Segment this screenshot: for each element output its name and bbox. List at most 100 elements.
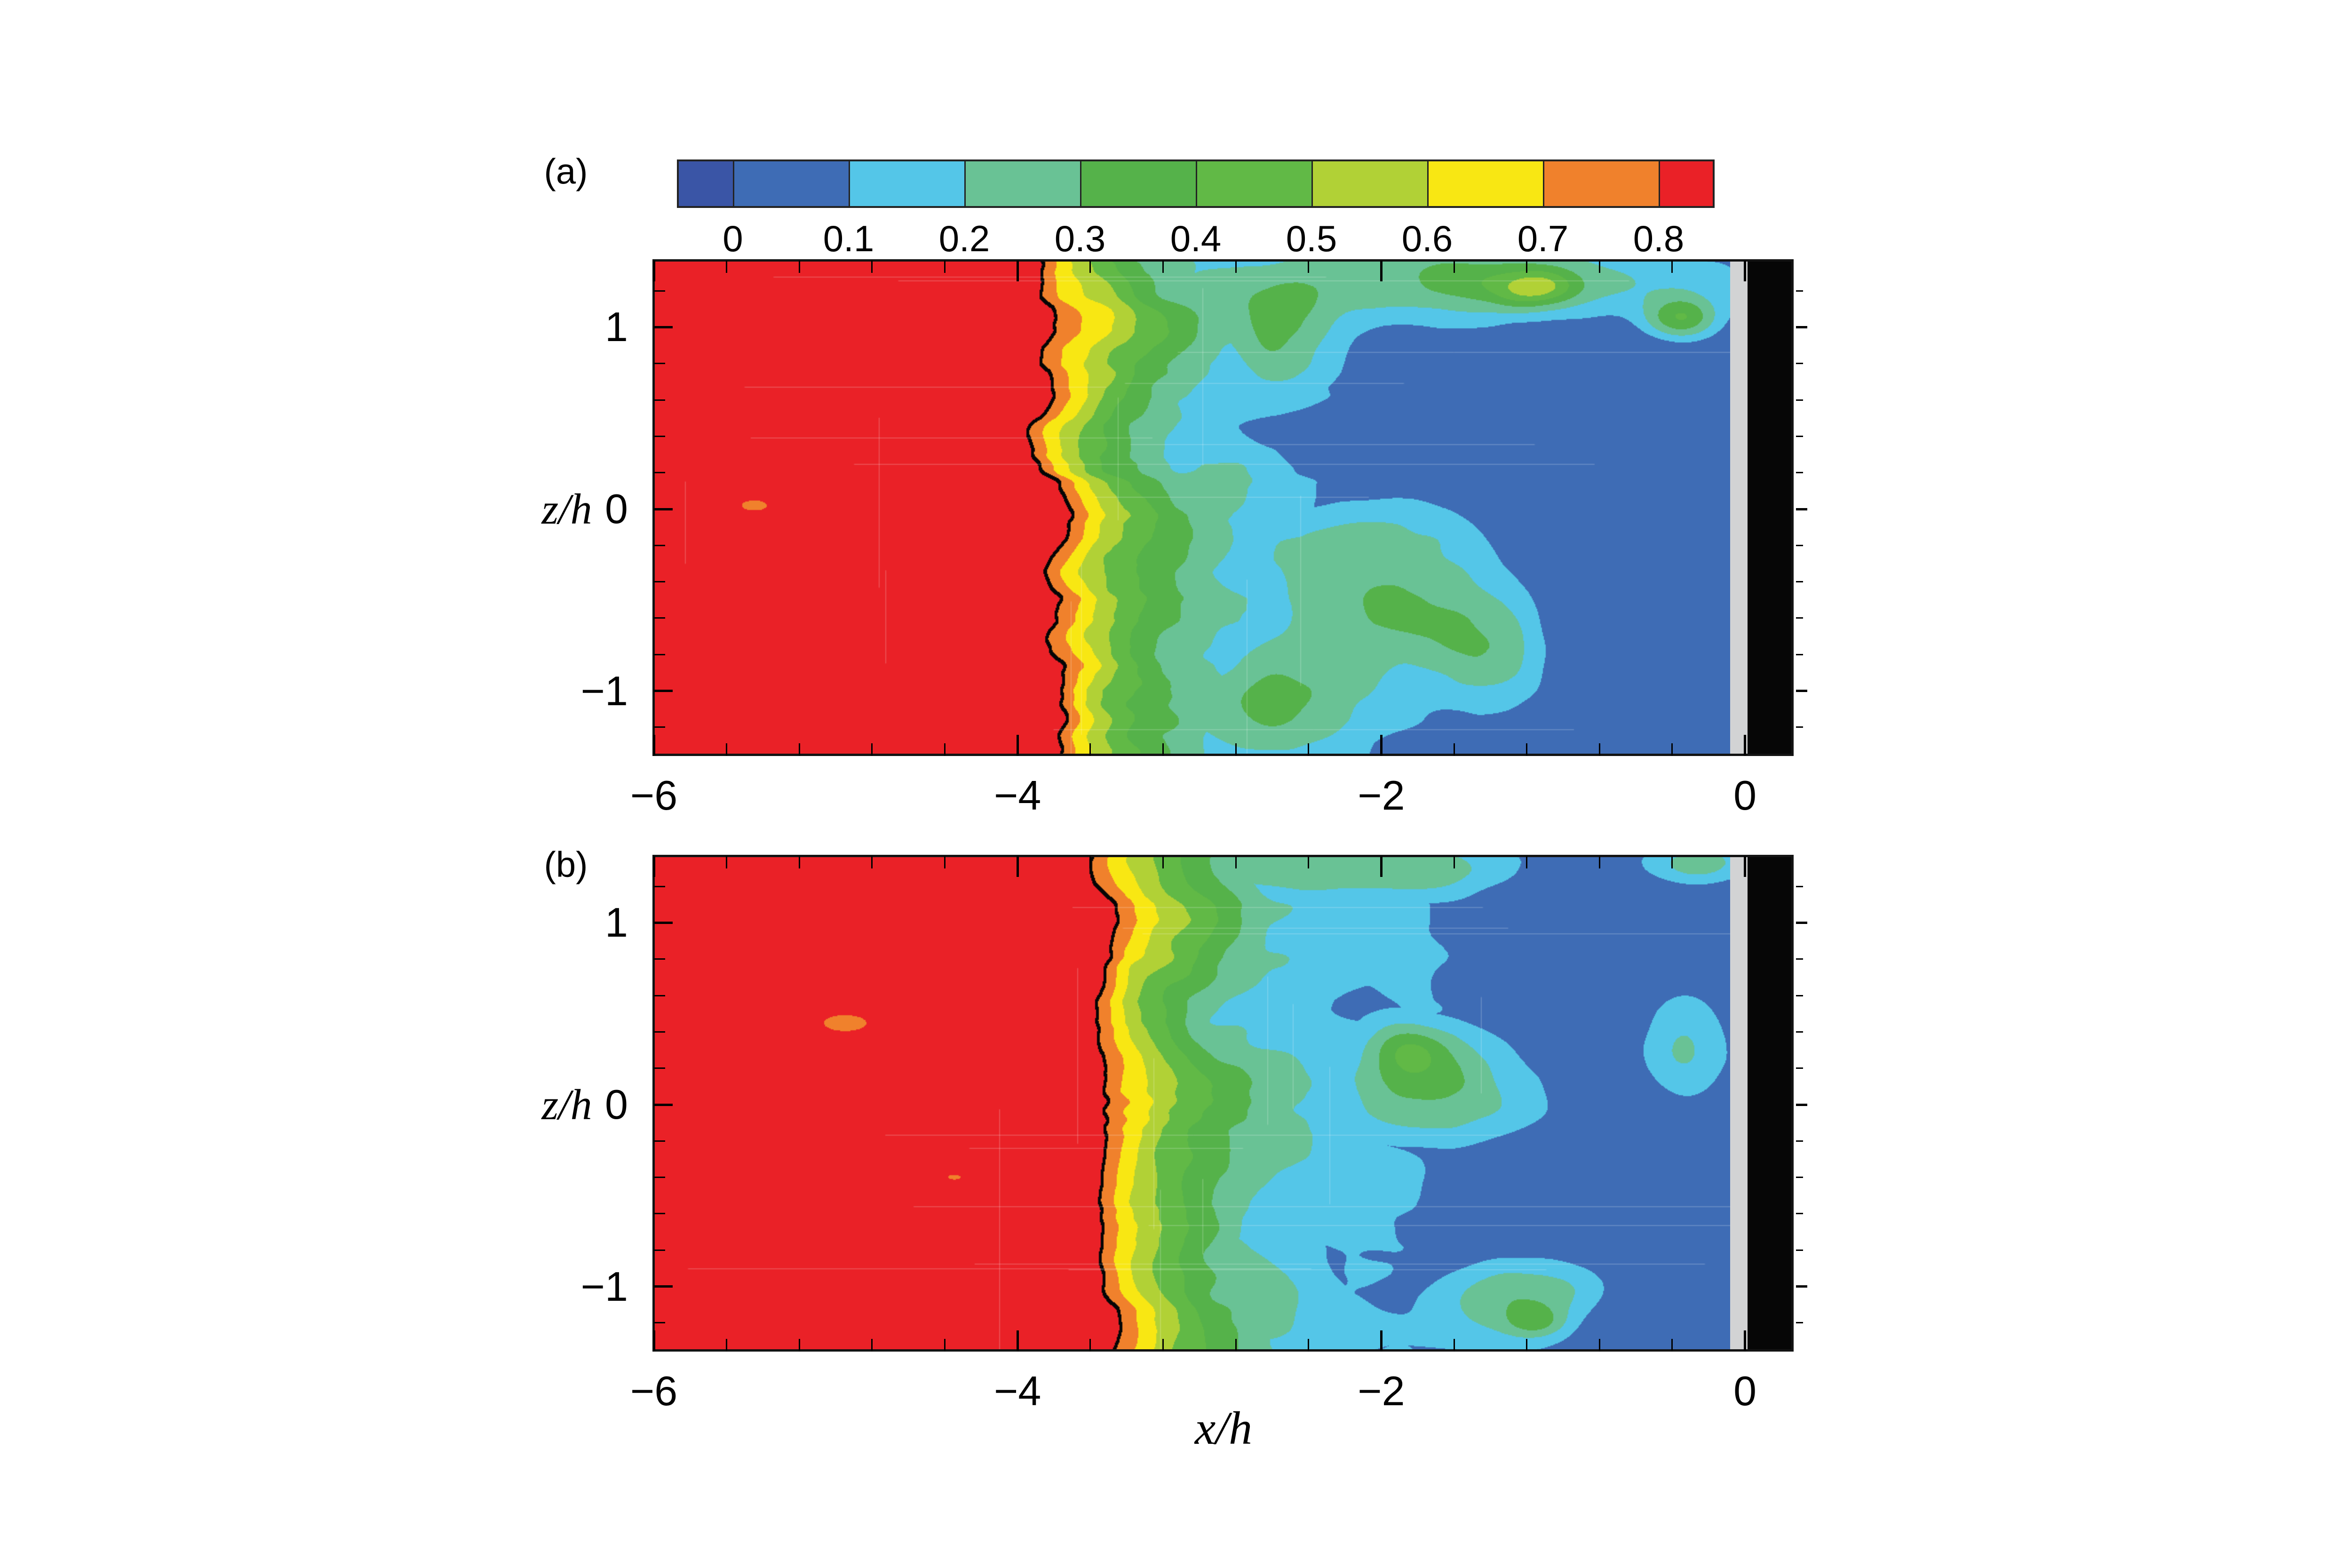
colorbar-cell-2: [849, 161, 964, 206]
x-minor-tick: [1598, 261, 1600, 273]
x-minor-tick: [1089, 1339, 1091, 1351]
x-minor-tick: [1671, 261, 1673, 273]
y-minor-tick: [1796, 885, 1803, 887]
x-minor-tick: [871, 743, 873, 756]
panel-a-label: (a): [544, 151, 588, 192]
x-tick-label: −4: [994, 772, 1041, 819]
x-minor-tick: [798, 261, 800, 273]
panel-a-y-axis-label: z/h: [541, 485, 592, 533]
x-minor-tick: [871, 856, 873, 868]
x-minor-tick: [1453, 856, 1455, 868]
y-minor-tick: [654, 885, 665, 887]
y-minor-tick: [1796, 1031, 1803, 1033]
y-minor-tick: [1796, 1140, 1803, 1142]
colorbar-tick-label: 0.3: [1054, 218, 1106, 259]
panel-b-contour-field: [654, 856, 1730, 1351]
x-minor-tick: [1598, 1339, 1600, 1351]
x-minor-tick: [871, 261, 873, 273]
colorbar-tick-label: 0.1: [823, 218, 874, 259]
x-minor-tick: [1526, 261, 1528, 273]
x-major-tick: [1380, 1330, 1383, 1351]
y-major-tick: [1796, 508, 1807, 510]
x-minor-tick: [1308, 856, 1310, 868]
colorbar-tick-label: 0.5: [1286, 218, 1337, 259]
y-tick-label: 0: [605, 1081, 628, 1128]
y-minor-tick: [654, 1177, 665, 1178]
x-minor-tick: [1453, 261, 1455, 273]
y-minor-tick: [654, 995, 665, 996]
y-minor-tick: [1796, 290, 1803, 292]
colorbar-cell-7: [1427, 161, 1543, 206]
x-major-tick: [1016, 735, 1019, 756]
x-tick-label: −6: [630, 1368, 678, 1414]
x-tick-label: −2: [1358, 1368, 1405, 1414]
y-minor-tick: [654, 653, 665, 655]
panel-a-wall-black-block: [1748, 261, 1793, 756]
y-major-tick: [654, 921, 673, 924]
x-minor-tick: [1235, 1339, 1237, 1351]
y-minor-tick: [654, 581, 665, 583]
y-minor-tick: [1796, 1067, 1803, 1069]
panel-b-plot: z/h −6 −4 −2 0 1 0 −1: [541, 855, 1807, 1414]
colorbar-tick-label: 0: [723, 218, 743, 259]
x-minor-tick: [798, 1339, 800, 1351]
x-major-tick: [1744, 261, 1747, 281]
colorbar-cell-6: [1311, 161, 1427, 206]
x-minor-tick: [1671, 743, 1673, 756]
x-minor-tick: [944, 1339, 946, 1351]
y-minor-tick: [654, 1067, 665, 1069]
colorbar-tick-label: 0.2: [938, 218, 990, 259]
colorbar: [677, 159, 1715, 208]
colorbar-cell-4: [1080, 161, 1196, 206]
y-minor-tick: [1796, 363, 1803, 365]
x-minor-tick: [1162, 261, 1164, 273]
y-tick-label: 1: [605, 303, 628, 350]
panel-a-plot: z/h −6 −4 −2 0 1 0 −1: [541, 259, 1807, 819]
panel-a-wall-gray-strip: [1730, 261, 1748, 756]
y-minor-tick: [654, 290, 665, 292]
y-minor-tick: [654, 399, 665, 401]
x-minor-tick: [1308, 743, 1310, 756]
colorbar-tick-label: 0.7: [1517, 218, 1569, 259]
y-major-tick: [654, 1285, 673, 1288]
panel-b-wall-black-block: [1748, 856, 1793, 1351]
x-major-tick: [652, 856, 655, 877]
x-minor-tick: [1526, 856, 1528, 868]
x-major-tick: [1016, 1330, 1019, 1351]
y-minor-tick: [654, 363, 665, 365]
y-tick-label: 1: [605, 899, 628, 946]
x-minor-tick: [1162, 856, 1164, 868]
colorbar-cell-5: [1196, 161, 1311, 206]
y-minor-tick: [1796, 1322, 1803, 1324]
y-minor-tick: [654, 1031, 665, 1033]
colorbar-cell-1: [733, 161, 849, 206]
y-minor-tick: [1796, 1249, 1803, 1251]
x-tick-label: −2: [1358, 772, 1405, 819]
y-major-tick: [1796, 921, 1807, 924]
x-minor-tick: [1089, 856, 1091, 868]
x-tick-label: 0: [1733, 772, 1757, 819]
panel-b-label: (b): [544, 844, 588, 885]
colorbar-cell-8: [1543, 161, 1659, 206]
x-minor-tick: [1089, 743, 1091, 756]
y-minor-tick: [1796, 544, 1803, 546]
y-minor-tick: [1796, 581, 1803, 583]
y-major-tick: [654, 508, 673, 510]
x-major-tick: [1016, 856, 1019, 877]
x-major-tick: [1016, 261, 1019, 281]
y-tick-label: −1: [580, 1263, 628, 1310]
x-minor-tick: [1526, 743, 1528, 756]
colorbar-tick-label: 0.6: [1401, 218, 1453, 259]
colorbar-cell-0: [679, 161, 733, 206]
panel-a-contour-field: [654, 261, 1730, 756]
x-major-tick: [1744, 856, 1747, 877]
x-minor-tick: [944, 261, 946, 273]
x-major-tick: [1380, 856, 1383, 877]
x-minor-tick: [726, 261, 728, 273]
y-minor-tick: [654, 1213, 665, 1215]
x-minor-tick: [1526, 1339, 1528, 1351]
y-tick-label: −1: [580, 667, 628, 714]
y-major-tick: [654, 326, 673, 328]
y-major-tick: [654, 1103, 673, 1106]
x-minor-tick: [726, 743, 728, 756]
